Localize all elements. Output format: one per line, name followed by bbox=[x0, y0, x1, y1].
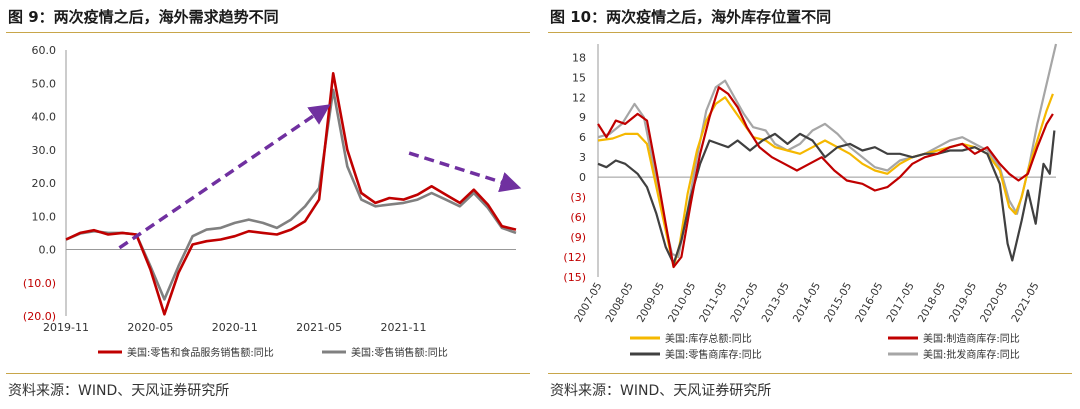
x-tick-label: 2009-05 bbox=[635, 281, 667, 325]
y-tick-label: 60.0 bbox=[32, 44, 57, 57]
trend-arrow bbox=[118, 104, 331, 250]
title-divider bbox=[548, 32, 1072, 33]
x-tick-label: 2021-05 bbox=[1009, 281, 1041, 325]
chart-title: 图 10：两次疫情之后，海外库存位置不同 bbox=[550, 8, 832, 26]
x-tick-label: 2007-05 bbox=[572, 281, 604, 325]
y-tick-label: (12) bbox=[563, 251, 586, 264]
y-tick-label: 50.0 bbox=[32, 77, 57, 90]
series-line bbox=[65, 72, 517, 316]
legend-label: 美国:零售和食品服务销售额:同比 bbox=[127, 346, 274, 359]
legend-label: 美国:零售商库存:同比 bbox=[665, 348, 762, 361]
y-tick-label: 40.0 bbox=[32, 111, 57, 124]
inventory-line-chart: (15) (12) (9) (6) (3) 0 3 6 9 12 15 18 2007-052008-0… bbox=[563, 43, 1058, 361]
series-line bbox=[65, 88, 517, 301]
y-tick-label: 0.0 bbox=[39, 244, 57, 257]
x-tick-label: 2008-05 bbox=[603, 281, 635, 325]
x-tick-label: 2011-05 bbox=[697, 281, 729, 325]
series-line bbox=[597, 86, 1054, 269]
x-tick-label: 2019-05 bbox=[947, 281, 979, 325]
legend-label: 美国:批发商库存:同比 bbox=[923, 348, 1020, 361]
y-tick-label: (9) bbox=[570, 231, 586, 244]
x-tick-label: 2019-11 bbox=[43, 321, 89, 334]
trend-arrow bbox=[408, 151, 522, 193]
legend-label: 美国:库存总额:同比 bbox=[665, 332, 752, 345]
y-tick-label: (15) bbox=[563, 271, 586, 284]
y-tick-label: 9 bbox=[579, 111, 586, 124]
y-tick-label: 3 bbox=[579, 151, 586, 164]
x-tick-label: 2013-05 bbox=[760, 281, 792, 325]
x-tick-label: 2020-05 bbox=[978, 281, 1010, 325]
chart-panel-demand: 图 9：两次疫情之后，海外需求趋势不同 (20.0) (10.0) 0.0 10.0 2… bbox=[6, 0, 534, 409]
y-tick-label: 10.0 bbox=[32, 210, 57, 223]
x-tick-label: 2015-05 bbox=[822, 281, 854, 325]
title-divider bbox=[6, 32, 530, 33]
y-tick-label: 6 bbox=[579, 131, 586, 144]
y-tick-label: 15 bbox=[572, 71, 586, 84]
legend-label: 美国:制造商库存:同比 bbox=[923, 332, 1020, 345]
y-tick-label: (10.0) bbox=[23, 277, 56, 290]
x-tick-label: 2021-11 bbox=[381, 321, 427, 334]
demand-line-chart: (20.0) (10.0) 0.0 10.0 20.0 30.0 40.0 50.0 60.0 2… bbox=[23, 44, 522, 359]
x-tick-label: 2020-11 bbox=[212, 321, 258, 334]
series-line bbox=[597, 43, 1058, 259]
y-tick-label: 12 bbox=[572, 91, 586, 104]
x-tick-label: 2021-05 bbox=[296, 321, 342, 334]
y-tick-label: 0 bbox=[579, 171, 586, 184]
y-tick-label: 20.0 bbox=[32, 177, 57, 190]
y-tick-label: 18 bbox=[572, 51, 586, 64]
series-line bbox=[597, 93, 1054, 269]
x-tick-label: 2020-05 bbox=[127, 321, 173, 334]
x-tick-label: 2012-05 bbox=[728, 281, 760, 325]
footer-divider bbox=[548, 373, 1072, 374]
source-note: 资料来源：WIND、天风证券研究所 bbox=[8, 383, 230, 399]
y-tick-label: 30.0 bbox=[32, 144, 57, 157]
x-tick-label: 2018-05 bbox=[916, 281, 948, 325]
y-tick-label: (6) bbox=[570, 211, 586, 224]
x-tick-label: 2017-05 bbox=[884, 281, 916, 325]
y-tick-label: (20.0) bbox=[23, 310, 56, 323]
x-tick-label: 2010-05 bbox=[666, 281, 698, 325]
x-tick-label: 2016-05 bbox=[853, 281, 885, 325]
y-tick-label: (3) bbox=[570, 191, 586, 204]
x-tick-label: 2014-05 bbox=[791, 281, 823, 325]
footer-divider bbox=[6, 373, 530, 374]
series-line bbox=[597, 130, 1056, 265]
source-note: 资料来源：WIND、天风证券研究所 bbox=[550, 383, 772, 399]
chart-title: 图 9：两次疫情之后，海外需求趋势不同 bbox=[8, 8, 279, 26]
legend-label: 美国:零售销售额:同比 bbox=[351, 346, 448, 359]
chart-panel-inventory: 图 10：两次疫情之后，海外库存位置不同 (15) (12) (9) (6) (3) 0 3… bbox=[548, 0, 1076, 409]
